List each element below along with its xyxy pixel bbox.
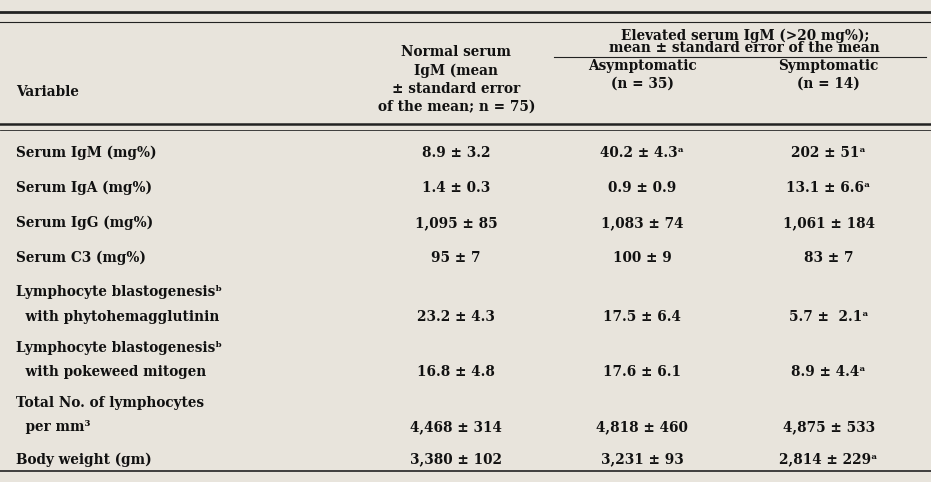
Text: Serum C3 (mg%): Serum C3 (mg%)	[16, 251, 146, 265]
Text: Total No. of lymphocytes: Total No. of lymphocytes	[16, 396, 204, 410]
Text: Lymphocyte blastogenesisᵇ: Lymphocyte blastogenesisᵇ	[16, 341, 222, 355]
Text: Body weight (gm): Body weight (gm)	[16, 453, 152, 467]
Text: with pokeweed mitogen: with pokeweed mitogen	[16, 365, 206, 379]
Text: Variable: Variable	[16, 84, 79, 99]
Text: 16.8 ± 4.8: 16.8 ± 4.8	[417, 365, 495, 379]
Text: Asymptomatic
(n = 35): Asymptomatic (n = 35)	[588, 59, 696, 91]
Text: 4,818 ± 460: 4,818 ± 460	[597, 420, 688, 434]
Text: 0.9 ± 0.9: 0.9 ± 0.9	[608, 181, 677, 195]
Text: 1,095 ± 85: 1,095 ± 85	[415, 216, 497, 230]
Text: 202 ± 51ᵃ: 202 ± 51ᵃ	[791, 146, 866, 160]
Text: 1,083 ± 74: 1,083 ± 74	[601, 216, 683, 230]
Text: 3,380 ± 102: 3,380 ± 102	[411, 453, 502, 467]
Text: 2,814 ± 229ᵃ: 2,814 ± 229ᵃ	[779, 453, 878, 467]
Text: with phytohemagglutinin: with phytohemagglutinin	[16, 309, 219, 323]
Text: Elevated serum IgM (>20 mg%);: Elevated serum IgM (>20 mg%);	[621, 29, 869, 43]
Text: 40.2 ± 4.3ᵃ: 40.2 ± 4.3ᵃ	[600, 146, 684, 160]
Text: 3,231 ± 93: 3,231 ± 93	[601, 453, 683, 467]
Text: 5.7 ±  2.1ᵃ: 5.7 ± 2.1ᵃ	[789, 309, 869, 323]
Text: 17.6 ± 6.1: 17.6 ± 6.1	[603, 365, 681, 379]
Text: Symptomatic
(n = 14): Symptomatic (n = 14)	[778, 59, 879, 91]
Text: mean ± standard error of the mean: mean ± standard error of the mean	[610, 41, 880, 55]
Text: 95 ± 7: 95 ± 7	[431, 251, 481, 265]
Text: 13.1 ± 6.6ᵃ: 13.1 ± 6.6ᵃ	[787, 181, 870, 195]
Text: 1,061 ± 184: 1,061 ± 184	[783, 216, 874, 230]
Text: Serum IgG (mg%): Serum IgG (mg%)	[16, 216, 153, 230]
Text: Serum IgM (mg%): Serum IgM (mg%)	[16, 146, 156, 160]
Text: Normal serum
IgM (mean
± standard error
of the mean; n = 75): Normal serum IgM (mean ± standard error …	[377, 45, 535, 114]
Text: 4,875 ± 533: 4,875 ± 533	[783, 420, 874, 434]
Text: 83 ± 7: 83 ± 7	[803, 251, 854, 265]
Text: Serum IgA (mg%): Serum IgA (mg%)	[16, 181, 152, 195]
Text: 8.9 ± 4.4ᵃ: 8.9 ± 4.4ᵃ	[791, 365, 866, 379]
Text: 4,468 ± 314: 4,468 ± 314	[411, 420, 502, 434]
Text: 1.4 ± 0.3: 1.4 ± 0.3	[422, 181, 491, 195]
Text: 23.2 ± 4.3: 23.2 ± 4.3	[417, 309, 495, 323]
Text: 17.5 ± 6.4: 17.5 ± 6.4	[603, 309, 681, 323]
Text: per mm³: per mm³	[16, 420, 90, 434]
Text: 100 ± 9: 100 ± 9	[613, 251, 672, 265]
Text: 8.9 ± 3.2: 8.9 ± 3.2	[422, 146, 491, 160]
Text: Lymphocyte blastogenesisᵇ: Lymphocyte blastogenesisᵇ	[16, 285, 222, 299]
